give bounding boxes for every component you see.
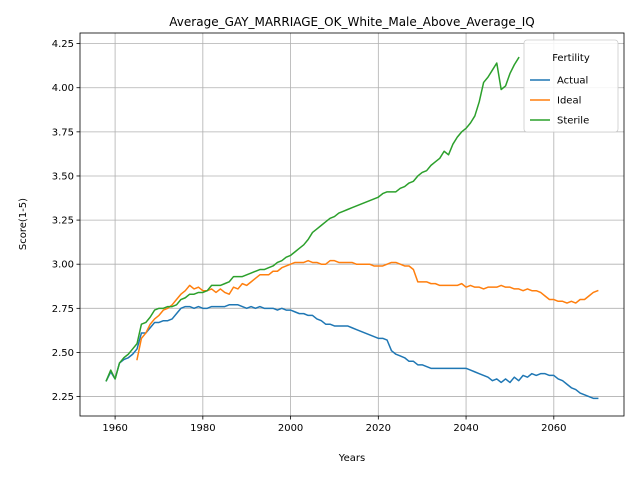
y-tick-label: 4.25 bbox=[52, 39, 74, 50]
legend-items: Actual Ideal Sterile bbox=[530, 76, 589, 127]
y-axis-ticks: 2.25 2.50 2.75 3.00 3.25 3.50 3.75 4.00 4.25 bbox=[52, 39, 80, 403]
y-tick-label: 3.00 bbox=[52, 260, 74, 271]
chart-title: Average_GAY_MARRIAGE_OK_White_Male_Above… bbox=[169, 15, 534, 29]
series-line-actual bbox=[105, 304, 599, 400]
x-tick-label: 1980 bbox=[190, 423, 215, 434]
legend-label-ideal: Ideal bbox=[557, 96, 581, 107]
x-axis-title: Years bbox=[338, 453, 365, 464]
y-tick-label: 3.25 bbox=[52, 216, 74, 227]
series-line-sterile bbox=[105, 56, 520, 382]
x-tick-label: 2000 bbox=[278, 423, 303, 434]
legend-title: Fertility bbox=[552, 53, 590, 64]
x-tick-label: 2060 bbox=[541, 423, 566, 434]
grid bbox=[80, 33, 624, 416]
legend-label-actual: Actual bbox=[557, 76, 588, 87]
y-tick-label: 2.50 bbox=[52, 348, 74, 359]
y-tick-label: 3.75 bbox=[52, 127, 74, 138]
x-tick-label: 2020 bbox=[366, 423, 391, 434]
legend-label-sterile: Sterile bbox=[557, 116, 589, 127]
legend-box bbox=[523, 39, 619, 133]
y-axis-title: Score(1-5) bbox=[18, 198, 29, 250]
y-tick-label: 4.00 bbox=[52, 83, 74, 94]
y-tick-label: 3.50 bbox=[52, 171, 74, 182]
legend: Fertility Actual Ideal Sterile bbox=[523, 39, 619, 133]
x-axis-ticks: 1960 1980 2000 2020 2040 2060 bbox=[102, 416, 567, 434]
y-tick-label: 2.25 bbox=[52, 392, 74, 403]
x-tick-label: 2040 bbox=[453, 423, 478, 434]
x-tick-label: 1960 bbox=[102, 423, 127, 434]
plot-frame bbox=[79, 32, 625, 417]
y-tick-label: 2.75 bbox=[52, 304, 74, 315]
series-lines bbox=[105, 56, 599, 400]
series-line-ideal bbox=[136, 259, 599, 361]
